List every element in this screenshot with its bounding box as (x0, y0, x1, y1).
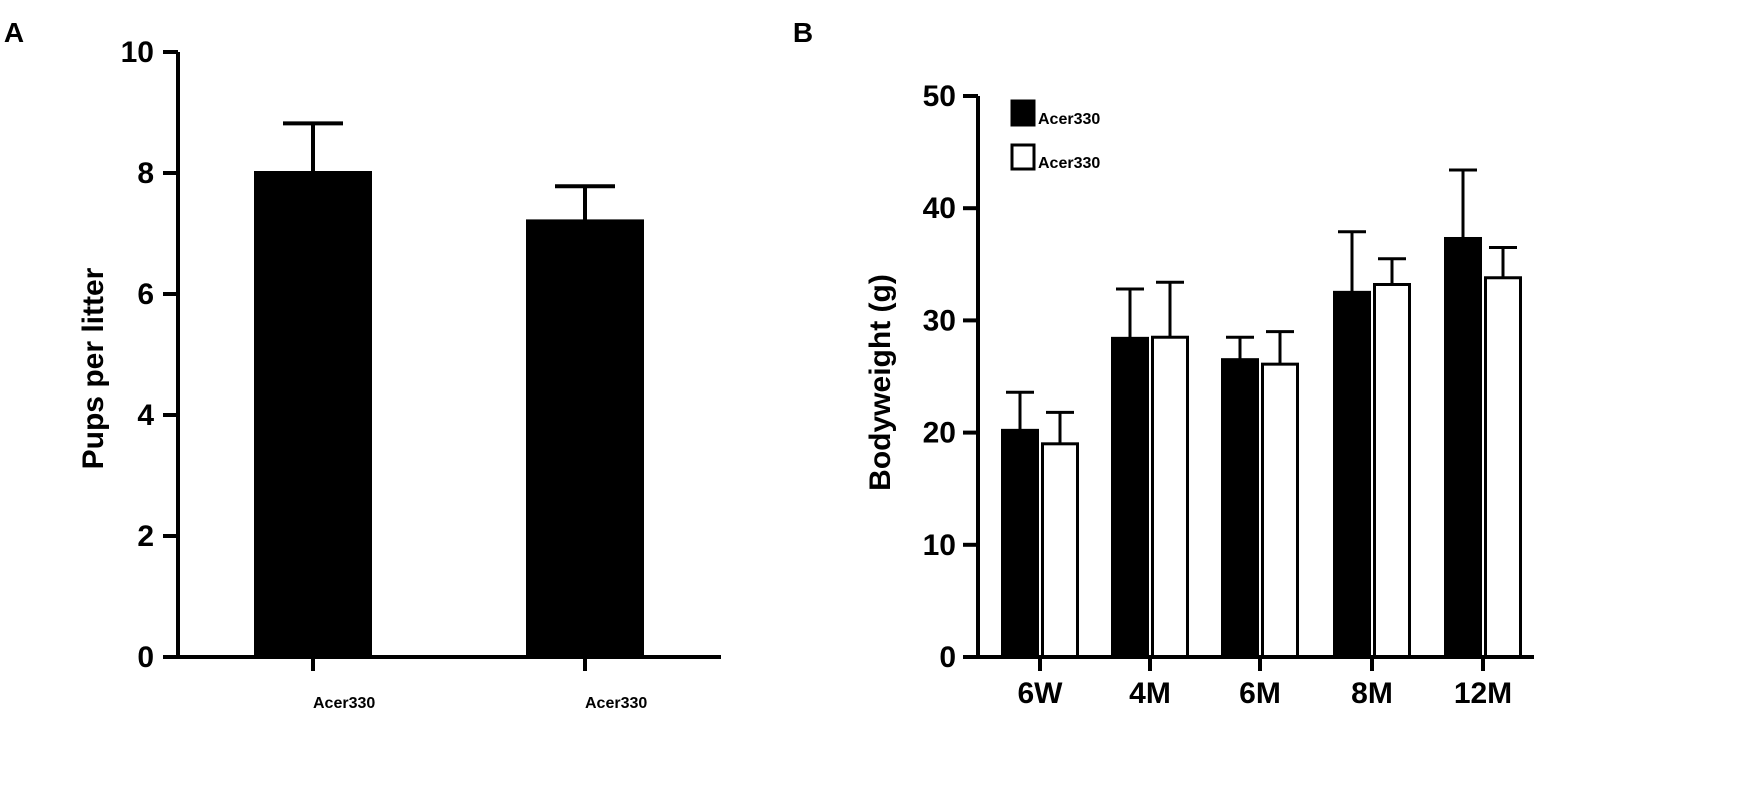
bar-b-2-0 (1221, 358, 1259, 659)
x-tick-label-b-4: 12M (1454, 677, 1512, 710)
undefined-base: Acer3 (585, 695, 630, 712)
bar-b-3-0 (1333, 290, 1371, 659)
undefined-sup: 30 (1082, 111, 1100, 128)
y-tick-label-a-3: 6 (137, 278, 154, 311)
y-tick-label-b-1: 10 (923, 529, 956, 562)
bar-a-1 (526, 219, 644, 659)
undefined: Acer330 (1038, 155, 1100, 172)
y-axis-title-a: Pups per litter (77, 267, 110, 469)
bar-b-2-1 (1261, 362, 1299, 659)
y-tick-label-b-5: 50 (923, 80, 956, 113)
undefined-base: Acer3 (313, 695, 358, 712)
bar-a-0 (254, 171, 372, 659)
x-tick-label-b-1: 4M (1129, 677, 1171, 710)
bar-b-0-1 (1041, 442, 1079, 659)
x-tick-label-b-0: 6W (1018, 677, 1064, 710)
bar-b-0-0 (1001, 428, 1039, 659)
y-tick-label-a-1: 2 (137, 520, 154, 553)
undefined-base: Acer3 (1038, 155, 1083, 172)
legend-swatch-0 (1010, 99, 1036, 127)
y-tick-label-b-4: 40 (923, 192, 956, 225)
bar-b-4-1 (1484, 276, 1522, 659)
undefined: Acer330 (313, 695, 375, 712)
x-tick-label-b-2: 6M (1239, 677, 1281, 710)
panel-a-label: A (4, 17, 24, 48)
bar-b-1-1 (1151, 335, 1189, 659)
panel-b-label: B (793, 17, 813, 48)
x-tick-label-b-3: 8M (1351, 677, 1393, 710)
y-tick-label-b-0: 0 (939, 641, 956, 674)
bar-b-1-0 (1111, 336, 1149, 659)
y-tick-label-a-5: 10 (121, 36, 154, 69)
undefined-sup: 30 (629, 695, 647, 712)
undefined: Acer330 (585, 695, 647, 712)
y-tick-label-b-3: 30 (923, 304, 956, 337)
y-tick-label-a-0: 0 (137, 641, 154, 674)
undefined-sup: 30 (357, 695, 375, 712)
y-tick-label-a-2: 4 (137, 399, 154, 432)
undefined: Acer330 (1038, 111, 1100, 128)
y-tick-label-b-2: 20 (923, 417, 956, 450)
bar-b-4-0 (1444, 236, 1482, 659)
undefined-sup: 30 (1082, 155, 1100, 172)
undefined-base: Acer3 (1038, 111, 1083, 128)
bar-b-3-1 (1373, 282, 1411, 659)
y-tick-label-a-4: 8 (137, 157, 154, 190)
y-axis-title-b: Bodyweight (g) (864, 274, 897, 491)
legend-swatch-1 (1010, 143, 1036, 171)
